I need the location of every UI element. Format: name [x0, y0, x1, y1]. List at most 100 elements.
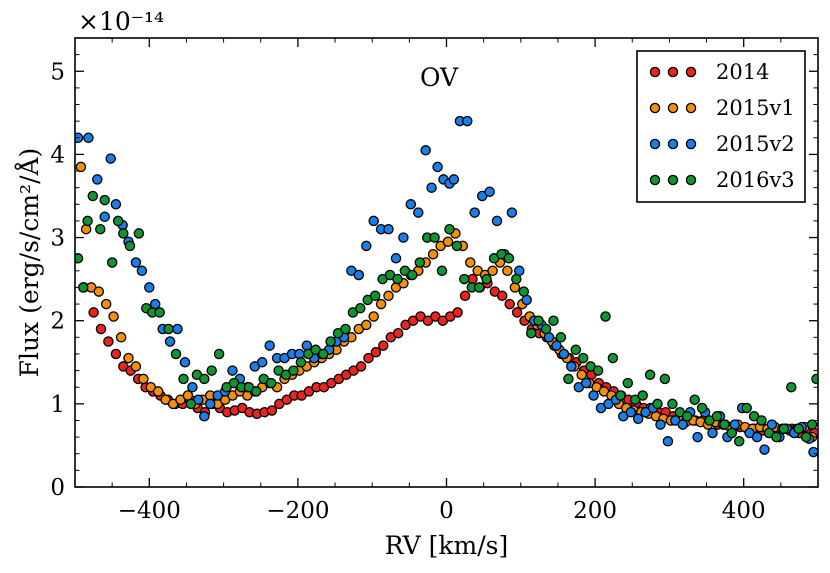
data-point	[696, 402, 708, 414]
data-point	[99, 194, 110, 206]
data-point	[95, 323, 107, 335]
data-point	[227, 365, 238, 376]
data-point	[632, 413, 644, 425]
x-tick-label: 200	[573, 498, 617, 524]
data-point	[75, 161, 87, 173]
data-point	[340, 323, 351, 335]
data-point	[751, 431, 763, 443]
data-point	[256, 357, 268, 368]
data-point	[548, 315, 559, 326]
line-annotation: OV	[420, 63, 459, 92]
data-point	[540, 323, 552, 335]
legend-marker	[649, 174, 661, 186]
data-point	[625, 406, 637, 418]
data-points-layer	[75, 115, 818, 458]
data-point	[266, 405, 278, 416]
legend-marker	[667, 66, 679, 78]
data-point	[607, 352, 619, 364]
legend-item: 2015v1	[649, 96, 795, 120]
data-point	[95, 223, 106, 235]
data-point	[558, 348, 570, 360]
data-point	[123, 352, 134, 364]
legend-marker	[685, 174, 697, 186]
data-point	[637, 390, 648, 401]
legend-marker	[685, 102, 697, 114]
data-point	[487, 265, 498, 277]
data-point	[429, 232, 440, 243]
legend-label: 2016v3	[716, 168, 795, 192]
data-point	[93, 286, 105, 297]
data-point	[592, 365, 604, 376]
data-point	[689, 394, 700, 405]
x-tick-label: −400	[118, 498, 181, 524]
data-point	[88, 307, 99, 318]
data-point	[405, 199, 417, 210]
data-point	[83, 132, 94, 144]
data-point	[509, 282, 521, 293]
data-point	[368, 311, 379, 322]
data-point	[566, 361, 577, 372]
y-scale-factor-label: ×10⁻¹⁴	[78, 7, 164, 36]
data-point	[465, 257, 476, 268]
legend-marker	[685, 138, 697, 150]
data-point	[206, 365, 217, 376]
data-point	[469, 207, 480, 218]
data-point	[112, 215, 124, 227]
data-point	[130, 361, 142, 372]
data-point	[199, 411, 210, 422]
data-point	[726, 427, 738, 439]
data-point	[793, 423, 804, 435]
data-point	[407, 269, 418, 281]
data-point	[199, 373, 210, 385]
legend-marker	[649, 138, 661, 150]
data-point	[77, 282, 89, 293]
y-tick-label: 0	[50, 475, 65, 501]
data-point	[563, 373, 574, 385]
data-point	[659, 373, 671, 385]
data-point	[420, 145, 431, 156]
data-point	[392, 327, 404, 339]
data-point	[398, 232, 409, 243]
data-point	[644, 369, 656, 381]
data-point	[170, 348, 182, 360]
data-point	[652, 398, 663, 410]
data-point	[353, 269, 365, 281]
data-point	[317, 348, 329, 360]
data-point	[662, 436, 674, 447]
legend: 2014 2015v1 2015v2 2016v3	[636, 50, 806, 203]
data-point	[152, 386, 164, 397]
data-point	[361, 240, 372, 252]
legend-marker	[667, 102, 679, 114]
x-axis-label: RV [km/s]	[385, 531, 509, 560]
data-point	[806, 419, 818, 430]
y-tick-label: 4	[50, 142, 65, 168]
data-point	[355, 361, 367, 372]
data-point	[551, 340, 562, 351]
data-point	[124, 240, 136, 252]
data-point	[496, 290, 508, 302]
data-point	[110, 199, 122, 210]
data-point	[600, 311, 611, 322]
data-point	[580, 377, 592, 389]
data-point	[719, 419, 730, 430]
data-point	[481, 273, 492, 285]
data-point	[301, 340, 313, 351]
data-point	[363, 352, 374, 364]
data-point	[436, 265, 448, 277]
data-point	[800, 431, 812, 443]
data-point	[99, 211, 110, 223]
data-point	[533, 315, 544, 326]
data-point	[503, 253, 515, 264]
legend-marker	[649, 102, 661, 114]
data-point	[213, 348, 225, 360]
data-point	[288, 365, 299, 376]
legend-label: 2015v1	[716, 96, 795, 120]
data-point	[414, 257, 426, 268]
y-tick-label: 5	[50, 59, 65, 85]
data-point	[265, 377, 277, 389]
data-point	[711, 411, 723, 422]
data-point	[555, 332, 567, 343]
x-tick-label: 400	[722, 498, 766, 524]
data-point	[118, 228, 129, 239]
